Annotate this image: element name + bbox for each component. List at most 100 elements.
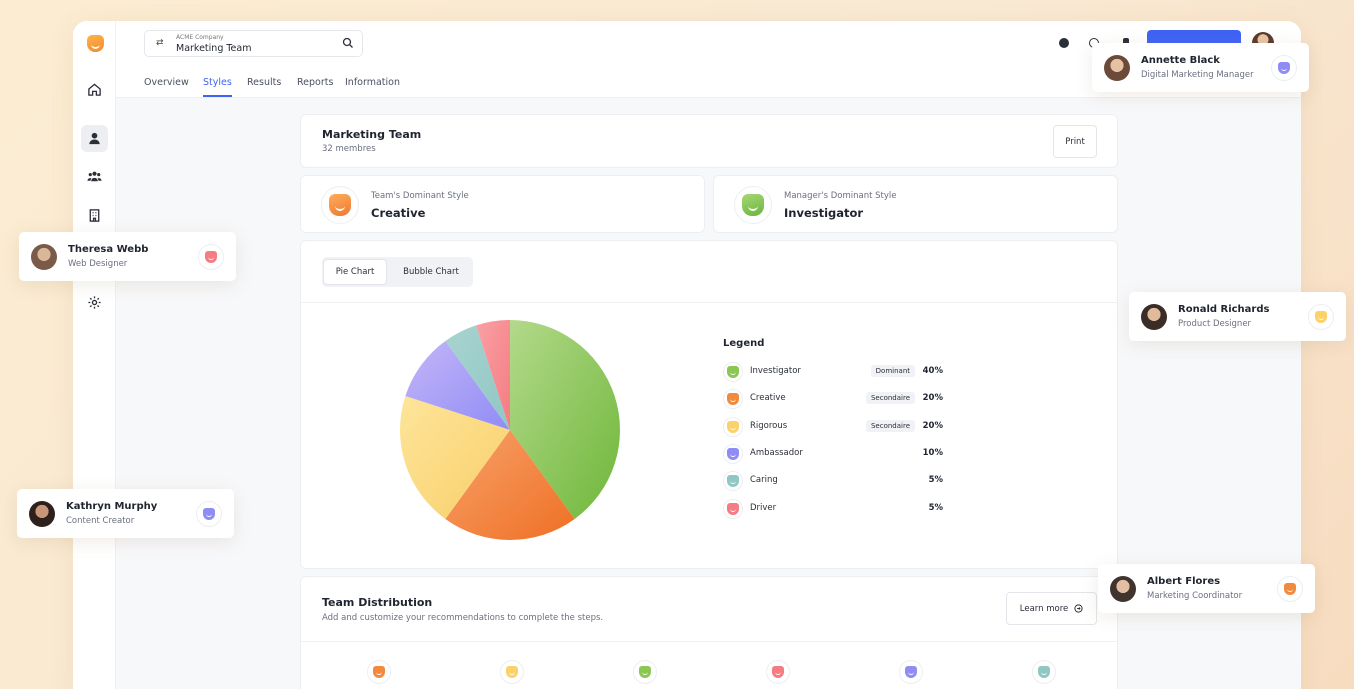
style-icon <box>723 471 743 492</box>
arrow-right-icon <box>1074 604 1083 613</box>
distribution-style-icon <box>899 660 923 684</box>
style-icon <box>723 416 743 437</box>
distribution-subtitle: Add and customize your recommendations t… <box>322 613 604 623</box>
legend-label: Ambassador <box>750 447 803 458</box>
style-icon <box>723 362 743 382</box>
legend-badge: Secondaire <box>865 419 915 432</box>
chart-type-toggle: Pie Chart Bubble Chart <box>322 257 473 287</box>
profile-name: Ronald Richards <box>1178 304 1270 315</box>
profile-card[interactable]: Annette Black Digital Marketing Manager <box>1092 43 1309 92</box>
avatar <box>1141 304 1167 330</box>
team-member-count: 32 membres <box>322 144 376 154</box>
avatar <box>1104 55 1130 81</box>
avatar <box>31 244 57 270</box>
style-badge-icon <box>1277 576 1303 602</box>
tab-overview[interactable]: Overview <box>144 77 189 88</box>
legend-badge: Secondaire <box>865 392 915 405</box>
help-icon[interactable] <box>1059 38 1069 48</box>
divider <box>301 302 1117 303</box>
pie-chart-tab[interactable]: Pie Chart <box>323 259 387 285</box>
manager-dominant-label: Manager's Dominant Style <box>784 191 897 201</box>
app-logo <box>87 35 104 52</box>
profile-card[interactable]: Theresa Webb Web Designer <box>19 232 236 281</box>
profile-card[interactable]: Kathryn Murphy Content Creator <box>17 489 234 538</box>
distribution-card: Team Distribution Add and customize your… <box>300 576 1118 689</box>
tab-results[interactable]: Results <box>247 77 282 88</box>
pie-slice-investigator[interactable] <box>510 320 620 519</box>
learn-more-label: Learn more <box>1019 603 1069 614</box>
legend-percent: 20% <box>922 393 943 404</box>
legend-percent: 10% <box>922 447 943 458</box>
style-icon <box>723 443 743 464</box>
profile-card[interactable]: Albert Flores Marketing Coordinator <box>1098 564 1315 613</box>
profile-role: Marketing Coordinator <box>1147 591 1243 601</box>
legend-percent: 5% <box>928 502 943 513</box>
style-badge-icon <box>198 244 224 270</box>
pie-slice-rigorous[interactable] <box>400 396 510 519</box>
pie-slice-caring[interactable] <box>445 325 510 430</box>
profile-icon[interactable] <box>81 125 108 152</box>
team-icon[interactable] <box>81 163 108 190</box>
distribution-title: Team Distribution <box>322 596 433 609</box>
style-badge-icon <box>1271 55 1297 81</box>
profile-name: Annette Black <box>1141 55 1220 66</box>
tab-reports[interactable]: Reports <box>297 77 334 88</box>
legend-list: Investigator Dominant 40% Creative Secondair… <box>723 361 943 519</box>
legend-item: Rigorous Secondaire 20% <box>723 416 943 438</box>
profile-name: Kathryn Murphy <box>66 501 158 512</box>
distribution-style-icon <box>500 660 524 684</box>
legend-item: Investigator Dominant 40% <box>723 361 943 383</box>
profile-role: Product Designer <box>1178 319 1252 329</box>
search-icon[interactable] <box>342 37 354 49</box>
style-icon <box>723 498 743 519</box>
team-dominant-label: Team's Dominant Style <box>371 191 469 201</box>
legend-item: Driver 5% <box>723 498 943 520</box>
team-dominant-value: Creative <box>371 206 426 220</box>
distribution-style-icon <box>1032 660 1056 684</box>
legend-percent: 20% <box>922 420 943 431</box>
profile-role: Web Designer <box>68 259 128 269</box>
app-window: ⇄ ACME Company Marketing Team Overview S… <box>73 21 1301 689</box>
manager-dominant-card: Manager's Dominant Style Investigator <box>713 175 1118 233</box>
tab-information[interactable]: Information <box>345 77 400 88</box>
team-card-title: Marketing Team <box>322 128 422 141</box>
sidebar <box>73 21 116 689</box>
legend-label: Investigator <box>750 366 801 376</box>
print-button[interactable]: Print <box>1053 125 1097 158</box>
bubble-chart-tab[interactable]: Bubble Chart <box>403 267 459 277</box>
legend-label: Caring <box>750 475 778 486</box>
profile-name: Theresa Webb <box>68 244 149 255</box>
team-selector[interactable]: ⇄ ACME Company Marketing Team <box>144 30 363 57</box>
divider <box>301 641 1117 642</box>
team-card: Marketing Team 32 membres Print <box>300 114 1118 168</box>
style-badge-icon <box>196 501 222 527</box>
legend-item: Creative Secondaire 20% <box>723 388 943 410</box>
pie-slice-driver[interactable] <box>476 320 510 430</box>
legend-label: Driver <box>750 502 777 513</box>
settings-icon[interactable] <box>81 289 108 316</box>
distribution-style-icon <box>367 660 391 684</box>
legend-percent: 40% <box>922 366 943 376</box>
avatar <box>1110 576 1136 602</box>
manager-dominant-value: Investigator <box>784 206 864 220</box>
home-icon[interactable] <box>81 76 108 103</box>
team-name: Marketing Team <box>176 43 252 54</box>
legend-label: Creative <box>750 393 786 404</box>
chart-card: Pie Chart Bubble Chart Legend Investigat… <box>300 240 1118 569</box>
style-icon <box>723 389 743 410</box>
pie-chart <box>400 320 620 540</box>
building-icon[interactable] <box>81 202 108 229</box>
legend-badge: Dominant <box>870 365 915 377</box>
legend-label: Rigorous <box>750 420 788 431</box>
tab-styles[interactable]: Styles <box>203 77 232 97</box>
legend-title: Legend <box>723 338 765 349</box>
legend-item: Caring 5% <box>723 470 943 492</box>
team-dominant-card: Team's Dominant Style Creative <box>300 175 705 233</box>
avatar <box>29 501 55 527</box>
pie-slice-creative[interactable] <box>445 430 575 540</box>
distribution-style-icon <box>633 660 657 684</box>
profile-card[interactable]: Ronald Richards Product Designer <box>1129 292 1346 341</box>
learn-more-button[interactable]: Learn more <box>1006 592 1097 625</box>
profile-name: Albert Flores <box>1147 576 1221 587</box>
pie-slice-ambassador[interactable] <box>405 341 510 430</box>
